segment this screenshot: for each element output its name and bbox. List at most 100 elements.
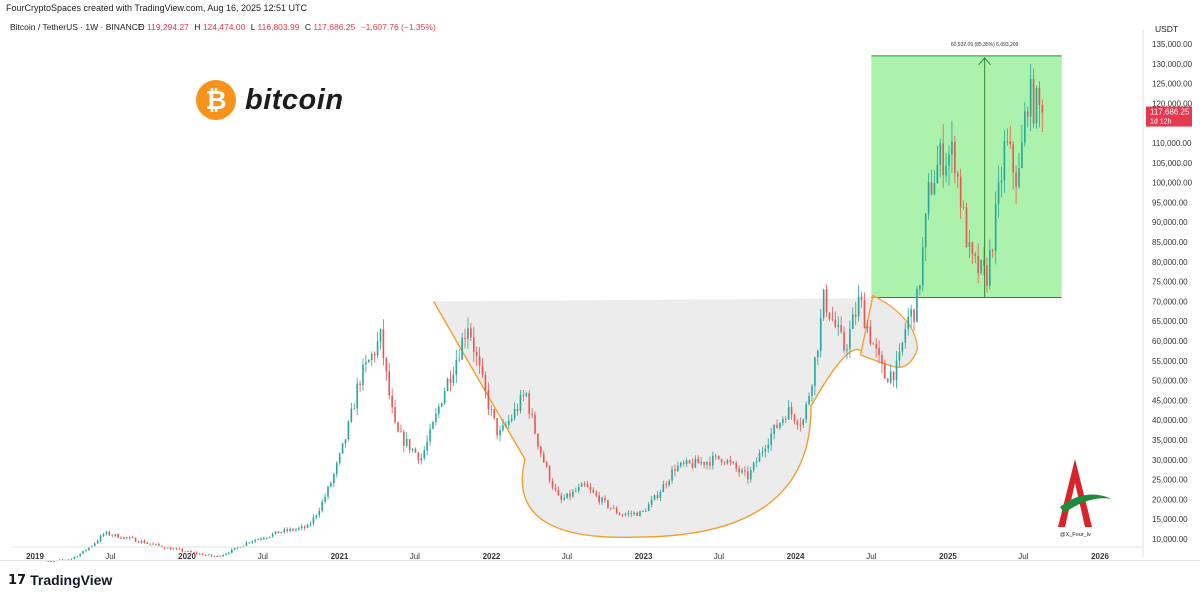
candle-down <box>799 424 802 426</box>
y-tick-label: 125,000.00 <box>1152 80 1193 89</box>
y-tick-label: 60,000.00 <box>1152 337 1188 346</box>
x-tick-label: Jul <box>866 552 876 561</box>
candle-up <box>814 357 816 387</box>
last-price-tag <box>1146 106 1192 127</box>
candle-down <box>1041 104 1044 113</box>
candle-up <box>519 395 522 411</box>
x-tick-label: Jul <box>258 552 268 561</box>
candle-down <box>522 395 525 396</box>
ohlc-h-label: H <box>194 22 200 32</box>
candle-up <box>114 534 116 536</box>
candle-down <box>210 554 213 557</box>
candle-up <box>172 548 175 550</box>
candle-up <box>411 448 414 451</box>
candle-up <box>1029 78 1032 117</box>
candle-down <box>560 495 563 500</box>
candle-down <box>239 547 242 549</box>
tradingview-footer[interactable]: 17 TradingView <box>8 572 112 588</box>
candle-up <box>749 469 752 480</box>
candle-up <box>677 465 679 472</box>
footer-divider <box>0 560 1200 561</box>
candle-down <box>493 408 495 419</box>
price-chart[interactable]: 60,932.09 (85.35%) 6,093,209 10,000.00 15… <box>0 17 1200 562</box>
candle-up <box>353 408 356 410</box>
candle-up <box>916 288 918 323</box>
candle-up <box>910 309 912 317</box>
candle-up <box>852 314 854 329</box>
measure-arrowhead <box>978 57 992 66</box>
candle-up <box>155 543 157 545</box>
tradingview-brand: TradingView <box>30 572 113 588</box>
candle-down <box>942 143 944 176</box>
candle-up <box>904 329 907 343</box>
bitcoin-logo: ₿ bitcoin <box>196 80 344 120</box>
chart-area[interactable]: 60,932.09 (85.35%) 6,093,209 10,000.00 15… <box>0 17 1200 562</box>
candle-up <box>787 407 790 420</box>
candle-up <box>849 328 851 349</box>
y-tick-label: 85,000.00 <box>1152 238 1188 247</box>
candle-up <box>318 510 321 516</box>
candle-up <box>601 497 603 503</box>
candle-down <box>592 489 595 493</box>
candle-down <box>717 455 720 460</box>
candle-down <box>784 418 787 420</box>
candle-down <box>169 547 172 550</box>
candle-up <box>755 461 758 463</box>
cup-fill <box>433 298 874 538</box>
candle-up <box>99 535 102 541</box>
candle-down <box>201 553 204 556</box>
symbol-line: Bitcoin / TetherUS · 1W · BINANCE <box>10 22 144 32</box>
candle-down <box>120 537 122 539</box>
candle-up <box>513 408 516 419</box>
candle-down <box>213 556 216 557</box>
candle-up <box>951 141 953 155</box>
candle-up <box>140 540 143 543</box>
watermark-swoosh <box>1060 494 1112 513</box>
candle-up <box>283 529 286 533</box>
ohlc-o-label: O <box>138 22 145 32</box>
candle-up <box>817 350 819 358</box>
y-tick-label: 100,000.00 <box>1152 179 1193 188</box>
candle-down <box>385 358 388 372</box>
candle-down <box>359 383 361 386</box>
candle-down <box>959 176 962 208</box>
candle-up <box>563 498 565 500</box>
candle-down <box>475 352 478 357</box>
candle-up <box>761 451 764 454</box>
candle-down <box>403 431 405 446</box>
candle-up <box>254 539 256 542</box>
candle-up <box>228 552 230 554</box>
candle-down <box>146 543 149 544</box>
candle-up <box>968 242 971 247</box>
candle-up <box>93 543 96 546</box>
candle-down <box>190 551 192 553</box>
candle-up <box>379 329 382 342</box>
candle-up <box>309 523 312 525</box>
candle-down <box>557 489 560 496</box>
candle-up <box>222 554 224 557</box>
last-price-sublabel: 1d 12h <box>1150 119 1172 126</box>
candle-up <box>921 247 924 286</box>
candle-down <box>175 548 178 550</box>
candle-down <box>825 289 828 313</box>
candle-down <box>991 250 994 251</box>
candle-down <box>610 507 612 509</box>
candle-up <box>233 547 236 550</box>
candle-up <box>933 183 936 195</box>
candle-up <box>980 259 982 274</box>
candle-down <box>108 531 111 536</box>
candle-down <box>219 556 221 557</box>
candle-down <box>598 495 600 503</box>
candle-up <box>423 450 426 459</box>
candle-down <box>656 494 659 498</box>
candle-down <box>886 378 889 383</box>
candle-up <box>846 348 848 351</box>
candle-down <box>569 493 571 497</box>
candle-down <box>1026 111 1029 117</box>
candle-down <box>793 414 796 422</box>
candle-up <box>204 555 207 556</box>
candle-up <box>362 364 364 386</box>
candle-down <box>470 328 472 338</box>
candle-up <box>257 539 259 540</box>
candle-up <box>653 494 656 500</box>
